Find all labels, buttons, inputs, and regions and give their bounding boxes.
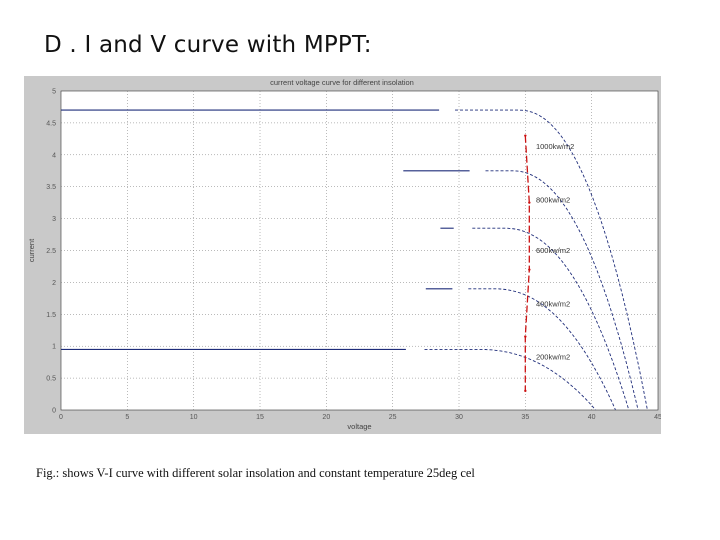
curve-dashed-3 <box>468 288 616 411</box>
curve-dashed-1 <box>485 170 639 411</box>
y-tick-label: 4 <box>52 152 56 159</box>
mppt-point-0 <box>524 134 527 137</box>
grid <box>61 91 658 410</box>
x-tick-label: 15 <box>256 414 264 421</box>
y-tick-label: 0 <box>52 408 56 415</box>
figure-caption: Fig.: shows V-I curve with different sol… <box>36 466 475 480</box>
series-label-0: 1000kw/m2 <box>536 142 574 151</box>
x-tick-label: 45 <box>654 414 661 421</box>
slide-title: D . I and V curve with MPPT: <box>44 32 372 58</box>
mppt-track <box>524 134 531 393</box>
curve-dashed-4 <box>424 348 596 411</box>
mppt-point-3 <box>524 335 527 338</box>
x-tick-label: 20 <box>322 414 330 421</box>
series-labels: 1000kw/m2 800kw/m2 600kw/m2 400kw/m2 200kw/m… <box>536 142 574 362</box>
series-label-4: 200kw/m2 <box>536 353 570 362</box>
mppt-point-4 <box>524 389 527 393</box>
y-axis-title: current <box>27 238 36 262</box>
x-tick-label: 40 <box>588 414 596 421</box>
series-label-1: 800kw/m2 <box>536 195 570 204</box>
y-tick-label: 1.5 <box>46 312 56 319</box>
series-label-2: 600kw/m2 <box>536 246 570 255</box>
y-tick-label: 2 <box>52 280 56 287</box>
y-tick-label: 4.5 <box>46 120 56 127</box>
y-tick-label: 0.5 <box>46 376 56 383</box>
curve-dashed-0 <box>455 109 648 411</box>
x-tick-label: 25 <box>389 414 397 421</box>
chart-figure: current voltage curve for different inso… <box>24 76 661 434</box>
x-tick-label: 35 <box>521 414 529 421</box>
iv-chart: current voltage curve for different inso… <box>27 78 661 431</box>
y-tick-label: 3.5 <box>46 184 56 191</box>
x-tick-label: 5 <box>125 414 129 421</box>
x-tick-label: 0 <box>59 414 63 421</box>
tick-labels: 0 5 10 15 20 25 30 35 40 45 0 0.5 1 1.5 2 2.5 3 3.5 4 4.5 5 <box>46 89 661 422</box>
series-label-3: 400kw/m2 <box>536 299 570 308</box>
x-tick-label: 30 <box>455 414 463 421</box>
y-tick-label: 2.5 <box>46 248 56 255</box>
chart-title: current voltage curve for different inso… <box>270 78 414 87</box>
x-tick-label: 10 <box>190 414 198 421</box>
x-axis-title: voltage <box>347 422 371 431</box>
y-tick-label: 5 <box>52 89 56 96</box>
curves <box>61 109 648 411</box>
y-tick-label: 3 <box>52 216 56 223</box>
y-tick-label: 1 <box>52 344 56 351</box>
mppt-point-2 <box>528 268 531 271</box>
curve-dashed-2 <box>472 227 630 411</box>
mppt-point-1 <box>528 201 531 204</box>
